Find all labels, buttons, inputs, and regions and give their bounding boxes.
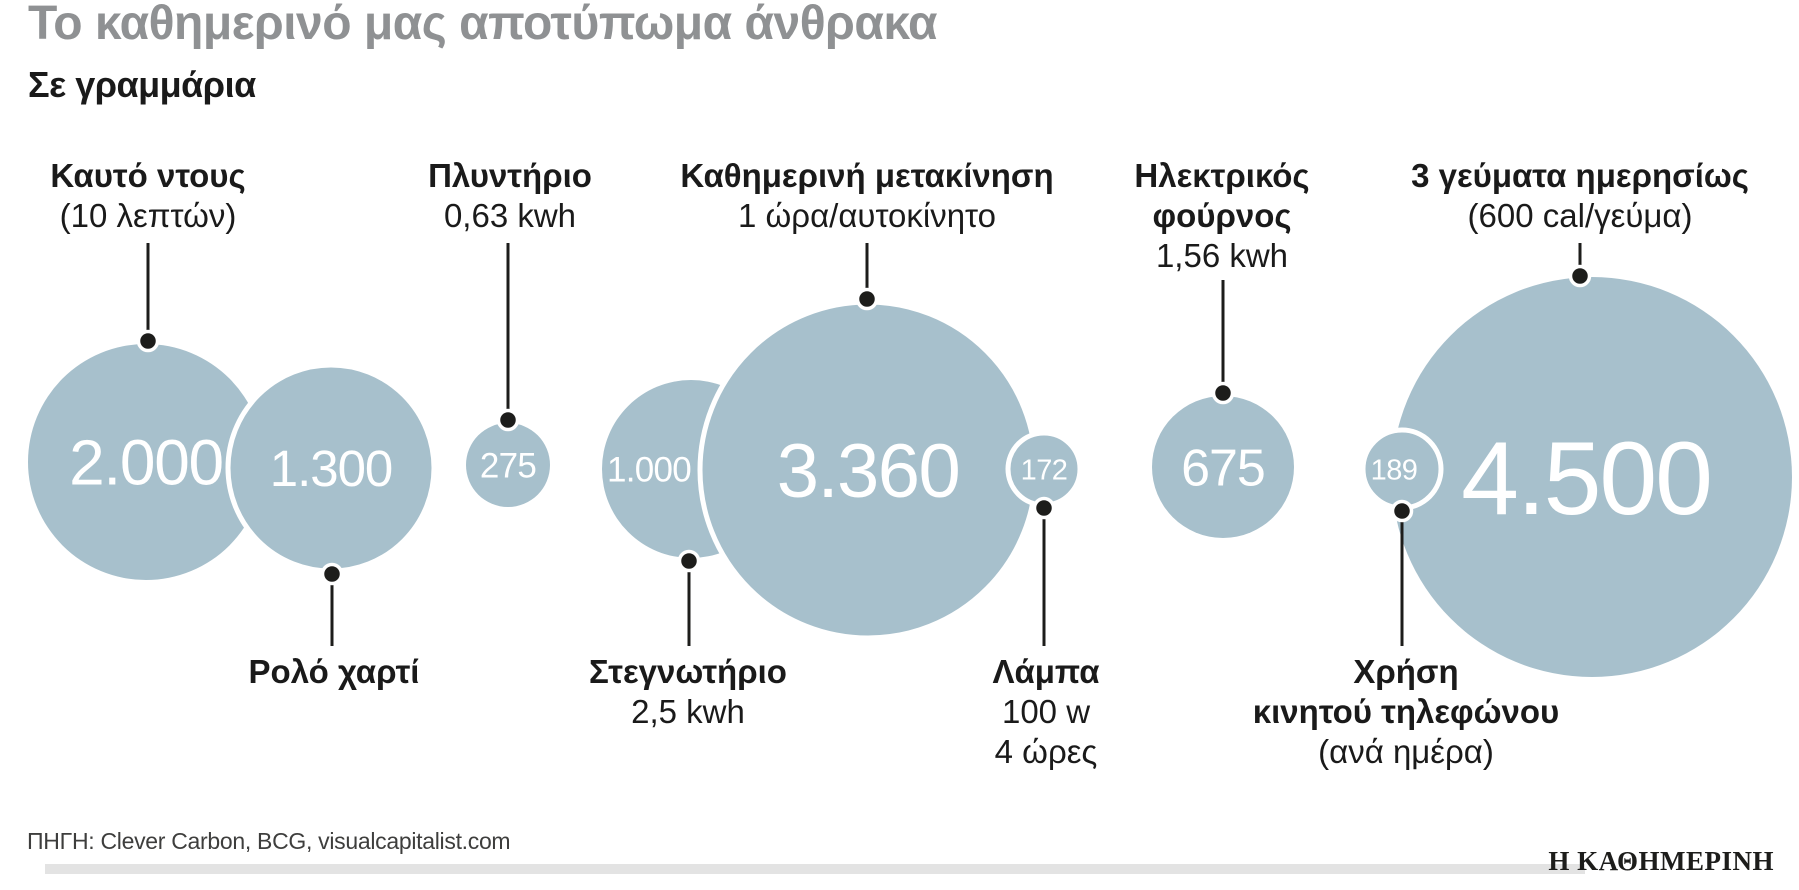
leader-dot-meals (1568, 264, 1592, 288)
leader-dot-dryer (677, 549, 701, 573)
bubble-label-line: Χρήση (1353, 653, 1459, 690)
bubble-label-oven: Ηλεκτρικός φούρνος 1,56 kwh (1134, 156, 1309, 276)
bubble-label-line: Ηλεκτρικός (1134, 157, 1310, 194)
bubble-label-line: 100 w (1001, 693, 1091, 730)
page-subtitle: Σε γραμμάρια (28, 64, 256, 105)
bubble-label-line: Καυτό ντους (50, 157, 246, 194)
bubble-washing-machine (466, 423, 550, 507)
leader-dot-paper (320, 562, 344, 586)
leader-dot-washing-machine (496, 408, 520, 432)
page-title: Το καθημερινό μας αποτύπωμα άνθρακα (28, 0, 938, 50)
leader-dot-mobile-phone (1390, 499, 1414, 523)
bubble-label-line: Στεγνωτήριο (589, 653, 787, 690)
leader-dot-lamp (1032, 496, 1056, 520)
leader-dot-oven (1211, 381, 1235, 405)
bubble-value-mobile-phone: 189 (1371, 454, 1418, 486)
bubble-label-line: 1,56 kwh (1155, 237, 1289, 274)
bubble-value-shower: 2.000 (69, 427, 223, 499)
publisher-logo: Η ΚΑΘΗΜΕΡΙΝΗ (1548, 846, 1774, 876)
bubble-label-line: Καθημερινή μετακίνηση (680, 157, 1054, 194)
bubble-label-line: 3 γεύματα ημερησίως (1411, 157, 1749, 194)
bubble-label-paper: Ρολό χαρτί (249, 652, 420, 692)
bubble-label-shower: Καυτό ντους (10 λεπτών) (50, 156, 245, 236)
leader-dot-commute (855, 287, 879, 311)
bubble-value-meals: 4.500 (1461, 421, 1711, 537)
bubble-value-paper: 1.300 (270, 440, 393, 497)
bubble-label-line: κινητού τηλεφώνου (1252, 693, 1560, 730)
bubble-shower (28, 344, 264, 580)
bubble-oven (1152, 396, 1294, 538)
bubble-value-commute: 3.360 (777, 429, 960, 514)
footer-divider-bar (45, 864, 1585, 874)
bubble-label-line: Ρολό χαρτί (248, 653, 420, 690)
bubble-value-oven: 675 (1181, 439, 1265, 497)
bubble-label-dryer: Στεγνωτήριο 2,5 kwh (589, 652, 787, 732)
leader-dot-shower (136, 329, 160, 353)
bubble-label-line: φούρνος (1152, 197, 1292, 234)
bubble-label-line: 4 ώρες (994, 733, 1098, 770)
bubble-value-washing-machine: 275 (480, 446, 536, 485)
bubble-label-mobile-phone: Χρήση κινητού τηλεφώνου (ανά ημέρα) (1253, 652, 1560, 772)
bubble-value-lamp: 172 (1021, 454, 1068, 486)
bubble-label-line: 2,5 kwh (631, 693, 745, 730)
bubble-label-line: (600 cal/γεύμα) (1467, 197, 1693, 234)
bubble-label-line: 1 ώρα/αυτοκίνητο (738, 197, 996, 234)
source-note: ΠΗΓΗ: Clever Carbon, BCG, visualcapitali… (27, 828, 511, 854)
bubble-label-line: Πλυντήριο (428, 157, 592, 194)
bubble-label-line: (10 λεπτών) (59, 197, 237, 234)
bubble-label-washing-machine: Πλυντήριο 0,63 kwh (428, 156, 592, 236)
bubble-label-meals: 3 γεύματα ημερησίως (600 cal/γεύμα) (1411, 156, 1749, 236)
bubble-label-line: 0,63 kwh (443, 197, 577, 234)
bubble-value-dryer: 1.000 (607, 450, 691, 489)
bubble-meals (1392, 277, 1792, 677)
bubble-label-line: (ανά ημέρα) (1318, 733, 1494, 770)
bubble-label-line: Λάμπα (992, 653, 1100, 690)
bubble-label-commute: Καθημερινή μετακίνηση 1 ώρα/αυτοκίνητο (680, 156, 1053, 236)
